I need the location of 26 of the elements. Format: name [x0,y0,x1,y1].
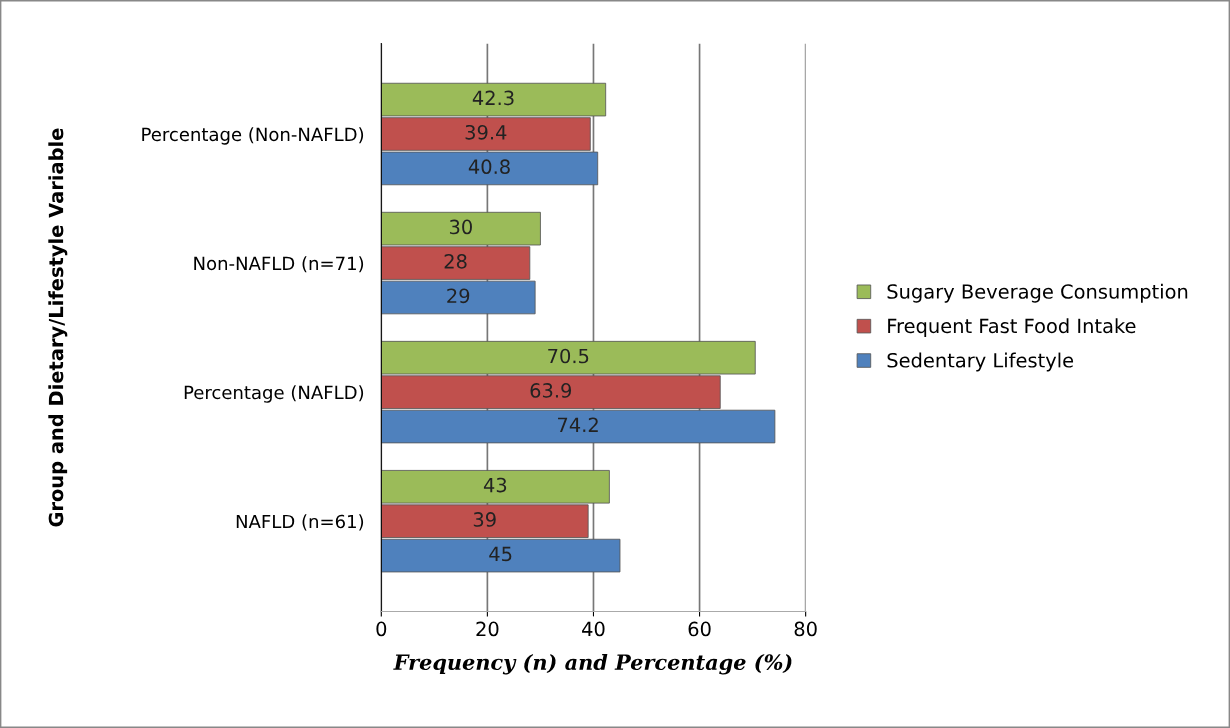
data-label: 42.3 [472,90,514,106]
x-axis-title: Frequency (n) and Percentage (%) [393,653,792,675]
y-tick-label: Percentage (NAFLD) [184,385,364,403]
data-label: 74.2 [558,417,598,432]
x-tick-label: 0 [376,621,387,637]
data-label: 40.8 [468,159,510,175]
data-label: 45 [489,546,512,562]
legend-label: Frequent Fast Food Intake [888,318,1136,338]
legend-label: Sedentary Lifestyle [887,352,1074,372]
legend-label: Sugary Beverage Consumption [887,283,1188,303]
x-tick-label: 80 [794,621,817,637]
y-axis-title: Group and Dietary/Lifestyle Variable [48,128,68,527]
y-tick-label: NAFLD (n=61) [236,514,364,531]
data-label: 28 [444,254,467,269]
x-tick-label: 20 [476,621,499,637]
x-tick-label: 40 [582,621,605,637]
data-label: 70.5 [548,348,589,364]
y-tick-label: Non-NAFLD (n=71) [194,256,364,273]
data-label: 39.4 [465,124,507,140]
data-label: 30 [449,219,472,235]
y-tick-label: Percentage (Non-NAFLD) [142,127,364,145]
data-label: 29 [447,288,470,304]
data-label: 39 [473,512,496,527]
x-tick-label: 60 [688,621,711,637]
data-label: 43 [483,477,507,493]
data-label: 63.9 [530,383,572,398]
